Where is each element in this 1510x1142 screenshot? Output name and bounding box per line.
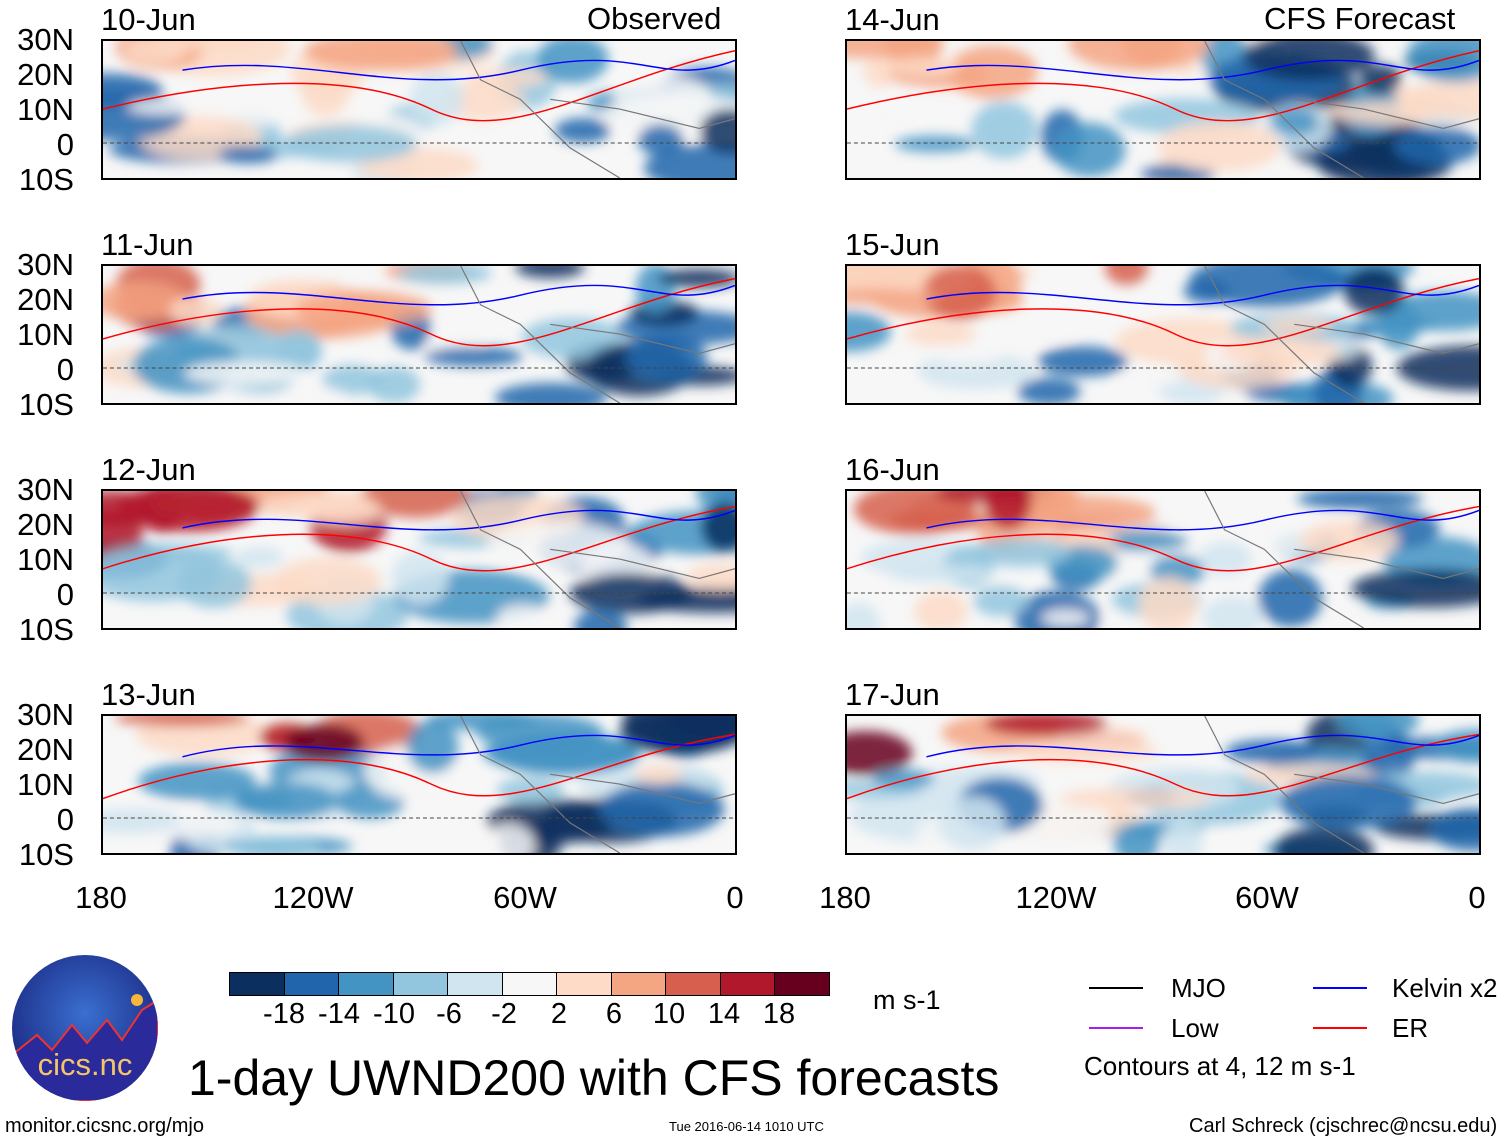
lat-label: 10N (17, 542, 74, 577)
lat-label: 0 (56, 577, 74, 612)
lat-label: 10S (18, 162, 74, 197)
colorbar-tick: 14 (707, 998, 741, 1030)
legend-line-low (1089, 1027, 1143, 1029)
lat-label: 10S (18, 387, 74, 422)
lat-label: 10S (18, 837, 74, 872)
panel-date-label: 13-Jun (101, 677, 196, 712)
panel-date-label: 17-Jun (845, 677, 940, 712)
lat-label: 30N (17, 247, 74, 282)
contour-note: Contours at 4, 12 m s-1 (1084, 1051, 1356, 1081)
map-panel (101, 264, 737, 405)
colorbar-swatch (339, 973, 394, 995)
lat-label: 10S (18, 612, 74, 647)
lon-label: 120W (1015, 880, 1097, 915)
colorbar-swatch (666, 973, 721, 995)
colorbar-tick: -6 (436, 998, 462, 1030)
legend-line-kelvin (1313, 987, 1367, 989)
colorbar-tick: 18 (762, 998, 796, 1030)
colorbar-tick: 6 (605, 998, 623, 1030)
lon-label: 180 (75, 880, 127, 915)
lat-label: 10N (17, 317, 74, 352)
legend-line-er (1313, 1027, 1367, 1029)
colorbar-units: m s-1 (873, 985, 941, 1015)
panel-date-label: 16-Jun (845, 452, 940, 487)
map-panel (845, 489, 1481, 630)
map-panel (101, 39, 737, 180)
legend-kelvin: Kelvin x2 (1392, 973, 1498, 1003)
lat-label: 0 (56, 352, 74, 387)
colorbar-tick: -2 (491, 998, 517, 1030)
lon-label: 60W (1235, 880, 1299, 915)
logo: cics.nc (12, 955, 158, 1101)
lon-label: 60W (493, 880, 557, 915)
legend-low: Low (1171, 1013, 1219, 1043)
panel-date-label: 11-Jun (101, 227, 194, 262)
colorbar-swatch (393, 973, 448, 995)
figure-title: 1-day UWND200 with CFS forecasts (188, 1050, 1000, 1106)
lon-label: 120W (272, 880, 354, 915)
map-panel (845, 39, 1481, 180)
colorbar-swatch (775, 973, 829, 995)
panel-date-label: 15-Jun (845, 227, 940, 262)
colorbar-swatch (720, 973, 775, 995)
colorbar-tick: 2 (550, 998, 568, 1030)
colorbar-swatch (502, 973, 557, 995)
lat-label: 30N (17, 697, 74, 732)
lat-label: 10N (17, 92, 74, 127)
lat-label: 10N (17, 767, 74, 802)
lat-label: 30N (17, 22, 74, 57)
lat-label: 20N (17, 57, 74, 92)
map-panel (845, 264, 1481, 405)
lat-label: 20N (17, 732, 74, 767)
map-panel (101, 489, 737, 630)
legend-line-mjo (1089, 987, 1143, 989)
mountain-icon (12, 994, 158, 1101)
panel-date-label: 10-Jun (101, 2, 196, 37)
map-panel (101, 714, 737, 855)
colorbar-tick: -18 (263, 998, 305, 1030)
colorbar-swatch (448, 973, 503, 995)
logo-text: cics.nc (37, 1047, 133, 1082)
lat-label: 0 (56, 127, 74, 162)
legend-mjo: MJO (1171, 973, 1226, 1003)
observed-label: Observed (587, 1, 722, 36)
map-panel (845, 714, 1481, 855)
colorbar-tick: -14 (318, 998, 360, 1030)
lat-label: 30N (17, 472, 74, 507)
lat-label: 20N (17, 507, 74, 542)
panel-date-label: 14-Jun (845, 2, 940, 37)
panel-date-label: 12-Jun (101, 452, 196, 487)
lat-label: 20N (17, 282, 74, 317)
lon-label: 0 (726, 880, 744, 915)
colorbar-tick: -10 (373, 998, 415, 1030)
forecast-label: CFS Forecast (1264, 1, 1456, 36)
colorbar-swatch (557, 973, 612, 995)
colorbar-tick: 10 (652, 998, 686, 1030)
footer-url[interactable]: monitor.cicsnc.org/mjo (5, 1115, 204, 1137)
colorbar-swatch (284, 973, 339, 995)
lon-label: 0 (1468, 880, 1486, 915)
lon-label: 180 (819, 880, 871, 915)
colorbar (229, 972, 830, 996)
colorbar-swatch (230, 973, 285, 995)
footer-timestamp: Tue 2016-06-14 1010 UTC (669, 1119, 824, 1134)
colorbar-swatch (611, 973, 666, 995)
lat-label: 0 (56, 802, 74, 837)
footer-author: Carl Schreck (cjschrec@ncsu.edu) (1189, 1115, 1498, 1137)
legend-er: ER (1392, 1013, 1429, 1043)
